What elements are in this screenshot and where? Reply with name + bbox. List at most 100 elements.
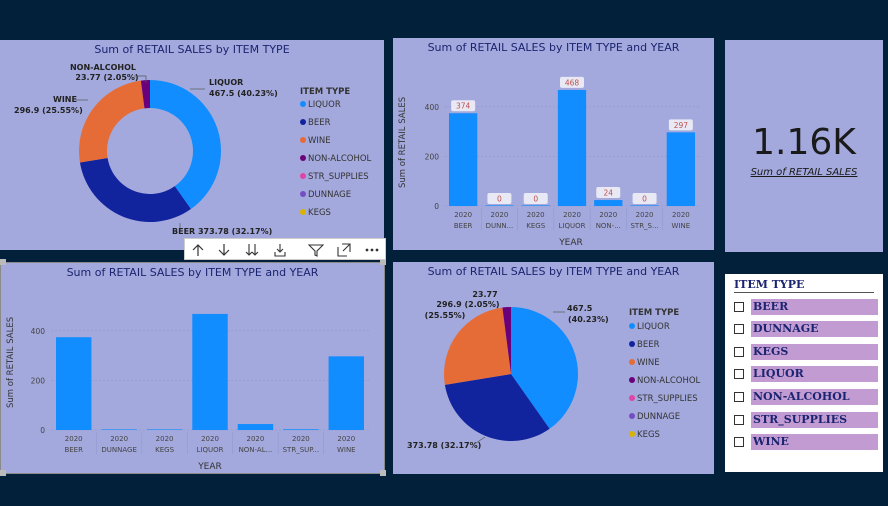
- legend-item[interactable]: STR_SUPPLIES: [637, 394, 698, 404]
- donut-label-liquor-name: LIQUOR: [209, 78, 243, 87]
- expand-all-button[interactable]: [269, 241, 291, 259]
- legend-item[interactable]: STR_SUPPLIES: [308, 172, 369, 182]
- resize-handle-bottom-right[interactable]: [380, 470, 386, 476]
- slicer-item-dunnage[interactable]: DUNNAGE: [734, 321, 879, 337]
- bar-nonal[interactable]: [237, 424, 274, 430]
- slicer-item-str-supplies[interactable]: STR_SUPPLIES: [734, 412, 879, 428]
- legend-item[interactable]: KEGS: [637, 430, 660, 440]
- pie-label-nonalc: 23.77: [472, 290, 497, 299]
- slicer-item-beer[interactable]: BEER: [734, 299, 879, 315]
- bar-wine[interactable]: [328, 356, 365, 430]
- bar-beer[interactable]: [448, 113, 478, 206]
- resize-handle-bottom-left[interactable]: [0, 470, 6, 476]
- bar-non[interactable]: [594, 200, 623, 206]
- checkbox[interactable]: [734, 302, 744, 312]
- legend-item[interactable]: NON-ALCOHOL: [637, 376, 701, 386]
- item-type-slicer[interactable]: ITEM TYPE BEER DUNNAGE KEGS LIQUOR NON-A…: [725, 274, 883, 472]
- bar-strsup[interactable]: [283, 429, 319, 430]
- pie-slice-wine[interactable]: [78, 80, 145, 163]
- slicer-item-label: KEGS: [751, 344, 878, 360]
- slicer-item-wine[interactable]: WINE: [734, 434, 879, 450]
- pie-label-liquor-value: 467.5: [567, 304, 593, 313]
- pie-slice-non-alcohol[interactable]: [140, 80, 150, 109]
- slicer-item-label: WINE: [751, 434, 878, 450]
- legend-item[interactable]: KEGS: [308, 208, 331, 218]
- legend-item[interactable]: DUNNAGE: [637, 412, 680, 422]
- kpi-label: Sum of RETAIL SALES: [750, 167, 858, 178]
- slicer-item-non-alcohol[interactable]: NON-ALCOHOL: [734, 389, 879, 405]
- pie-chart-title: Sum of RETAIL SALES by ITEM TYPE and YEA…: [427, 265, 680, 278]
- data-label: 24: [604, 189, 614, 198]
- filter-button[interactable]: [305, 241, 327, 259]
- checkbox[interactable]: [734, 324, 744, 334]
- pie-chart-panel[interactable]: Sum of RETAIL SALES by ITEM TYPE and YEA…: [393, 262, 714, 474]
- bar-strs[interactable]: [630, 205, 659, 206]
- pie-slice-liquor[interactable]: [150, 80, 222, 210]
- checkbox[interactable]: [734, 437, 744, 447]
- bar-kegs[interactable]: [521, 205, 550, 206]
- pie-legend-title: ITEM TYPE: [629, 308, 679, 318]
- donut-legend-title: ITEM TYPE: [300, 87, 350, 97]
- data-label: 374: [456, 102, 471, 111]
- bar-liquor[interactable]: [557, 89, 587, 206]
- focus-mode-button[interactable]: [333, 241, 355, 259]
- legend-item[interactable]: NON-ALCOHOL: [308, 154, 372, 164]
- legend-item[interactable]: BEER: [637, 340, 660, 350]
- checkbox[interactable]: [734, 347, 744, 357]
- pie-slice-beer[interactable]: [79, 157, 191, 222]
- pie-label-wine-pct: (25.55%): [425, 311, 466, 320]
- legend-item[interactable]: WINE: [308, 136, 331, 146]
- data-label-bg: [560, 76, 584, 88]
- legend-marker: [300, 155, 306, 161]
- kpi-card[interactable]: 1.16K Sum of RETAIL SALES: [725, 40, 883, 252]
- filter-icon: [308, 244, 324, 257]
- bar-liquor[interactable]: [192, 313, 228, 430]
- pie-label-liquor-pct: (40.23%): [568, 315, 609, 324]
- pie-label-beer: 373.78 (32.17%): [407, 441, 481, 450]
- bar-dunnage[interactable]: [101, 429, 137, 430]
- checkbox[interactable]: [734, 369, 744, 379]
- legend-marker: [300, 173, 306, 179]
- data-label: 0: [642, 195, 647, 204]
- bar-kegs[interactable]: [146, 429, 183, 430]
- legend-item[interactable]: LIQUOR: [308, 100, 341, 110]
- drill-down-button[interactable]: [213, 241, 235, 259]
- x-tick-year: 2020: [454, 211, 472, 219]
- x-tick-year: 2020: [672, 211, 690, 219]
- data-label: 0: [497, 195, 502, 204]
- pie-slice-wine[interactable]: [444, 307, 511, 385]
- data-label: 468: [565, 78, 580, 87]
- legend-item[interactable]: LIQUOR: [637, 322, 670, 332]
- bar-wine[interactable]: [666, 132, 696, 206]
- resize-handle-top-left[interactable]: [0, 259, 6, 265]
- legend-item[interactable]: WINE: [637, 358, 660, 368]
- bar-dunn[interactable]: [485, 205, 514, 206]
- bar-chart-top-panel[interactable]: Sum of RETAIL SALES by ITEM TYPE and YEA…: [393, 38, 714, 250]
- slicer-item-kegs[interactable]: KEGS: [734, 344, 879, 360]
- slicer-item-liquor[interactable]: LIQUOR: [734, 366, 879, 382]
- more-options-button[interactable]: [361, 241, 383, 259]
- x-tick-category: NON-AL...: [239, 446, 273, 454]
- drill-up-button[interactable]: [187, 241, 209, 259]
- pie-label-wine-value: 296.9 (2.05%): [436, 300, 499, 309]
- donut-chart-panel[interactable]: Sum of RETAIL SALES by ITEM TYPE NON-ALC…: [0, 40, 384, 250]
- x-tick-category: WINE: [672, 222, 691, 230]
- resize-handle-top-right[interactable]: [380, 259, 386, 265]
- x-tick-category: STR_SUP...: [283, 446, 319, 454]
- bar-chart-bottom-panel[interactable]: Sum of RETAIL SALES by ITEM TYPE and YEA…: [0, 262, 385, 474]
- bar-top-marks: 2020 BEER 374 2020 DUNN... 0 2020 KEGS 0 2020 LIQU…: [448, 76, 696, 230]
- pie-slice-liquor[interactable]: [511, 307, 578, 429]
- legend-item[interactable]: DUNNAGE: [308, 190, 351, 200]
- checkbox[interactable]: [734, 392, 744, 402]
- x-tick-year: 2020: [65, 435, 83, 443]
- pie-slice-non-alcohol[interactable]: [502, 307, 511, 374]
- donut-label-liquor-value: 467.5 (40.23%): [209, 89, 278, 98]
- pie-slice-beer[interactable]: [444, 374, 550, 442]
- bar-beer[interactable]: [55, 337, 92, 430]
- legend-item[interactable]: BEER: [308, 118, 331, 128]
- checkbox[interactable]: [734, 415, 744, 425]
- x-tick-category: NON-...: [596, 222, 621, 230]
- expand-next-level-button[interactable]: [241, 241, 263, 259]
- slicer-item-label: DUNNAGE: [751, 321, 878, 337]
- x-tick-year: 2020: [292, 435, 310, 443]
